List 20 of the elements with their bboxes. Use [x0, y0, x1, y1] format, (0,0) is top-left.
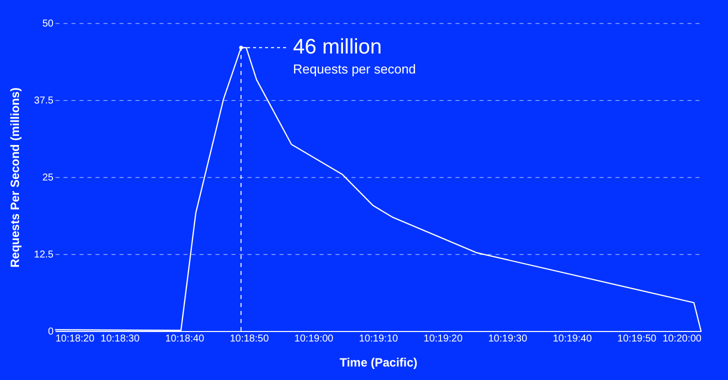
- y-tick-label: 50: [42, 18, 54, 30]
- x-tick-label: 10:19:50: [617, 334, 657, 344]
- y-tick-label: 0: [48, 326, 54, 338]
- x-tick-label: 10:18:50: [230, 334, 270, 344]
- x-tick-label: 10:19:40: [552, 334, 592, 344]
- x-tick-label: 10:19:10: [359, 334, 398, 344]
- x-axis-title: Time (Pacific): [340, 356, 418, 370]
- x-tick-label: 10:19:30: [488, 334, 528, 344]
- x-tick-label: 10:18:20: [56, 334, 95, 344]
- annotation: Requests per second: [293, 62, 416, 77]
- y-tick-label: 25: [42, 172, 54, 184]
- x-tick-label: 10:18:30: [100, 334, 140, 344]
- x-tick-label: 10:18:40: [165, 334, 205, 344]
- x-tick-label: 10:19:20: [424, 334, 463, 344]
- y-tick-label: 12.5: [34, 250, 54, 260]
- x-tick-label: 10:19:00: [294, 334, 334, 344]
- x-tick-label: 10:20:00: [662, 334, 702, 344]
- annotation: 46 million: [293, 36, 382, 59]
- y-tick-label: 37.5: [34, 96, 54, 106]
- y-axis-title: Requests Per Second (millions): [8, 87, 22, 268]
